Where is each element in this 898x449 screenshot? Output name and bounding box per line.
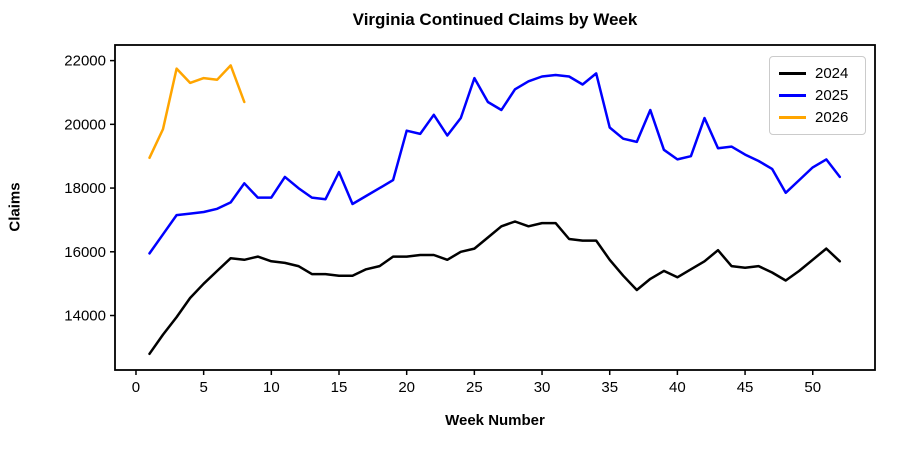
- x-tick-label: 25: [466, 379, 483, 396]
- plot-frame: [114, 44, 876, 371]
- y-tick-label: 22000: [64, 53, 106, 70]
- legend-line-2026-icon: [779, 116, 806, 120]
- x-tick-label: 35: [601, 379, 618, 396]
- y-tick-label: 20000: [64, 116, 106, 133]
- x-tick-label: 5: [199, 379, 207, 396]
- legend-item-2024: 2024: [779, 66, 856, 81]
- x-tick-label: 10: [263, 379, 280, 396]
- legend-item-2025: 2025: [779, 88, 856, 103]
- x-tick-label: 40: [669, 379, 686, 396]
- legend-line-2025-icon: [779, 93, 806, 97]
- legend-line-2024-icon: [779, 71, 806, 75]
- legend-label-2025: 2025: [815, 86, 849, 104]
- x-tick-label: 20: [398, 379, 415, 396]
- y-tick-label: 14000: [64, 308, 106, 325]
- x-tick-label: 0: [132, 379, 140, 396]
- x-tick-label: 15: [331, 379, 348, 396]
- series-line-2024: [148, 220, 842, 356]
- series-line-2026: [148, 64, 246, 160]
- y-axis-label: Claims: [6, 182, 24, 232]
- x-axis-label: Week Number: [445, 412, 545, 429]
- y-tick-label: 16000: [64, 244, 106, 261]
- chart-title: Virginia Continued Claims by Week: [352, 10, 638, 29]
- y-tick-label: 18000: [64, 180, 106, 197]
- legend-item-2026: 2026: [779, 110, 856, 125]
- x-tick-label: 30: [534, 379, 551, 396]
- series-line-2025: [148, 72, 842, 255]
- x-tick-label: 45: [737, 379, 754, 396]
- legend-label-2026: 2026: [815, 109, 849, 127]
- legend: 2024 2025 2026: [769, 56, 866, 135]
- x-tick-label: 50: [804, 379, 821, 396]
- legend-label-2024: 2024: [815, 64, 849, 82]
